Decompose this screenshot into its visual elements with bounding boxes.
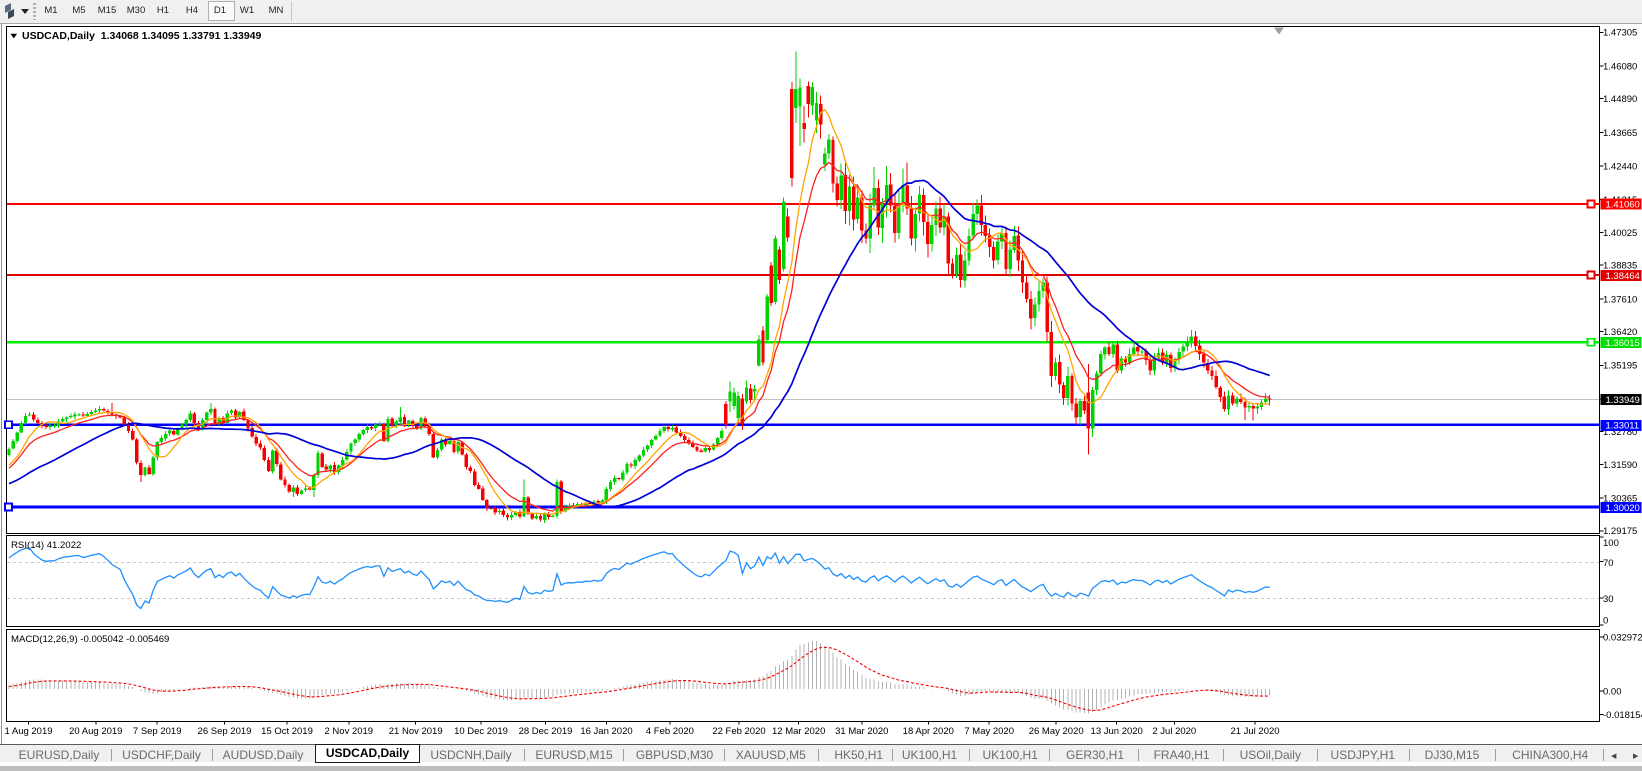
svg-text:0.032972: 0.032972: [1603, 632, 1642, 643]
svg-text:4 Feb 2020: 4 Feb 2020: [646, 726, 694, 737]
svg-text:1 Aug 2019: 1 Aug 2019: [4, 726, 52, 737]
svg-text:1.46080: 1.46080: [1603, 61, 1637, 72]
svg-text:21 Nov 2019: 21 Nov 2019: [389, 726, 443, 737]
svg-text:0.00: 0.00: [1603, 686, 1622, 697]
svg-text:1.36420: 1.36420: [1603, 327, 1637, 338]
svg-text:0: 0: [1603, 616, 1608, 627]
svg-text:1.38835: 1.38835: [1603, 261, 1637, 272]
svg-text:2 Jul 2020: 2 Jul 2020: [1152, 726, 1196, 737]
svg-text:18 Apr 2020: 18 Apr 2020: [903, 726, 954, 737]
svg-text:100: 100: [1603, 538, 1619, 549]
svg-text:7 May 2020: 7 May 2020: [964, 726, 1014, 737]
svg-text:10 Dec 2019: 10 Dec 2019: [454, 726, 508, 737]
svg-text:31 Mar 2020: 31 Mar 2020: [835, 726, 888, 737]
svg-text:1.32780: 1.32780: [1603, 427, 1637, 438]
svg-text:1.33011: 1.33011: [1606, 421, 1640, 432]
svg-text:26 Sep 2019: 26 Sep 2019: [198, 726, 252, 737]
svg-text:30: 30: [1603, 594, 1614, 605]
svg-text:1.44890: 1.44890: [1603, 94, 1637, 105]
svg-text:1.33949: 1.33949: [1606, 395, 1640, 406]
svg-text:-0.018154: -0.018154: [1603, 710, 1642, 721]
svg-text:28 Dec 2019: 28 Dec 2019: [519, 726, 573, 737]
svg-text:MACD(12,26,9) -0.005042 -0.005: MACD(12,26,9) -0.005042 -0.005469: [11, 634, 169, 645]
svg-text:13 Jun 2020: 13 Jun 2020: [1091, 726, 1143, 737]
svg-text:1.40025: 1.40025: [1603, 228, 1637, 239]
svg-text:21 Jul 2020: 21 Jul 2020: [1230, 726, 1279, 737]
svg-text:1.35195: 1.35195: [1603, 361, 1637, 372]
svg-text:1.36015: 1.36015: [1606, 338, 1640, 349]
svg-text:12 Mar 2020: 12 Mar 2020: [772, 726, 825, 737]
svg-text:2 Nov 2019: 2 Nov 2019: [325, 726, 374, 737]
svg-text:1.41060: 1.41060: [1606, 199, 1640, 210]
svg-text:1.38464: 1.38464: [1606, 271, 1640, 282]
svg-text:1.42440: 1.42440: [1603, 161, 1637, 172]
svg-text:16 Jan 2020: 16 Jan 2020: [580, 726, 632, 737]
svg-text:70: 70: [1603, 558, 1614, 569]
svg-text:26 May 2020: 26 May 2020: [1029, 726, 1084, 737]
svg-text:RSI(14) 41.2022: RSI(14) 41.2022: [11, 540, 81, 551]
svg-text:1.29175: 1.29175: [1603, 526, 1637, 537]
svg-text:1.43665: 1.43665: [1603, 128, 1637, 139]
svg-text:1.30020: 1.30020: [1606, 503, 1640, 514]
svg-text:USDCAD,Daily 1.34068 1.34095: USDCAD,Daily 1.34068 1.34095 1.33791 1.3…: [22, 30, 261, 42]
svg-text:1.37610: 1.37610: [1603, 294, 1637, 305]
svg-text:1.31590: 1.31590: [1603, 460, 1637, 471]
svg-text:7 Sep 2019: 7 Sep 2019: [133, 726, 182, 737]
svg-text:20 Aug 2019: 20 Aug 2019: [69, 726, 122, 737]
svg-text:1.47305: 1.47305: [1603, 28, 1637, 39]
svg-text:15 Oct 2019: 15 Oct 2019: [261, 726, 313, 737]
svg-text:1.30365: 1.30365: [1603, 494, 1637, 505]
svg-text:22 Feb 2020: 22 Feb 2020: [712, 726, 765, 737]
